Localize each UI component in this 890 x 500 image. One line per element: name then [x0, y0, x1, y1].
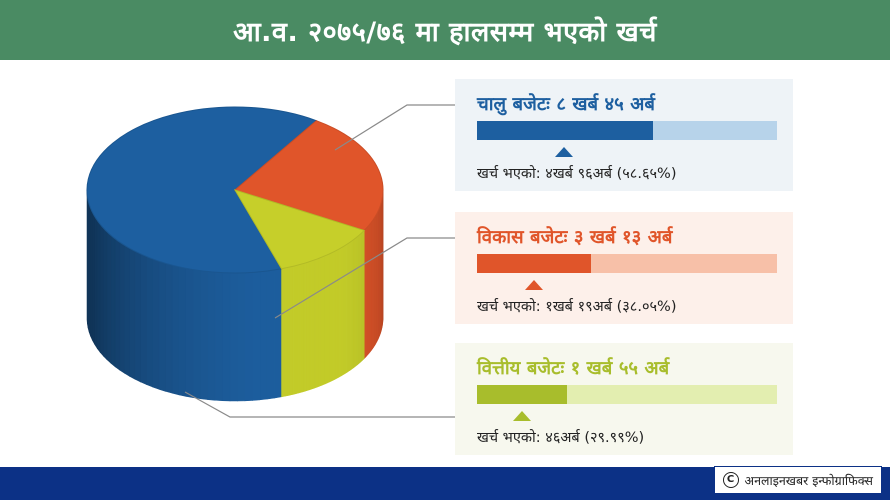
spending-bar-fill: [477, 254, 592, 273]
spending-bar: [477, 385, 777, 404]
slice-financial: [233, 189, 366, 270]
title-banner: आ.व. २०७५/७६ मा हालसम्म भएको खर्च: [0, 0, 890, 60]
leader-line: [274, 237, 455, 319]
page-title: आ.व. २०७५/७६ मा हालसम्म भएको खर्च: [233, 16, 657, 48]
spending-bar: [477, 121, 777, 140]
credit-text: अनलाइनखबर इन्फोग्राफिक्स: [744, 472, 873, 488]
spending-bar: [477, 254, 777, 273]
slice-current-side: [185, 267, 194, 398]
budget-panel-development: विकास बजेटः ३ खर्ब १३ अर्ब खर्च भएको: १खर…: [455, 212, 793, 324]
slice-current-side: [244, 272, 253, 402]
slice-current-side: [192, 269, 201, 400]
slice-current-side: [171, 264, 180, 396]
slice-current-side: [140, 253, 147, 386]
slice-current-side: [207, 271, 216, 401]
spending-bar-fill: [477, 385, 567, 404]
slice-current-side: [259, 270, 268, 401]
budget-panel-current: चालु बजेटः ८ खर्ब ४५ अर्ब खर्च भएको: ४खर्…: [455, 79, 793, 191]
slice-current-side: [92, 212, 95, 345]
leader-line: [184, 391, 455, 418]
spending-bar-fill: [477, 121, 653, 140]
slice-current-side: [214, 271, 223, 402]
budget-name: वित्तीय बजेटः १ खर्ब ५५ अर्ब: [477, 358, 670, 379]
slice-current-side: [252, 271, 261, 401]
slice-current-side: [119, 241, 125, 374]
budget-name: चालु बजेटः ८ खर्ब ४५ अर्ब: [477, 94, 655, 115]
budget-name: विकास बजेटः ३ खर्ब १३ अर्ब: [477, 227, 673, 248]
slice-current-side: [94, 215, 98, 350]
pointer-triangle-icon: [555, 147, 573, 157]
slice-financial-side: [281, 268, 284, 398]
slice-current-side: [178, 266, 187, 397]
leader-line: [334, 104, 455, 151]
slice-current-side: [229, 272, 238, 402]
slice-current-side: [266, 269, 275, 400]
slice-development: [233, 120, 384, 232]
pointer-triangle-icon: [525, 280, 543, 290]
slice-current-side: [200, 270, 209, 400]
slice-current-side: [110, 234, 116, 368]
slice-current-side: [129, 247, 136, 380]
copyright-icon: C: [722, 472, 739, 488]
slice-current-side: [237, 272, 246, 402]
spent-text: खर्च भएको: ४खर्ब ९६अर्ब (५८.६५%): [477, 166, 677, 182]
slice-current-side: [222, 272, 231, 402]
slice-current-side: [165, 262, 173, 394]
slice-current-side: [152, 258, 160, 390]
slice-current-side: [106, 230, 112, 364]
slice-current-side: [124, 244, 130, 377]
credit-badge: C अनलाइनखबर इन्फोग्राफिक्स: [713, 466, 882, 494]
slice-current-side: [274, 268, 282, 399]
spent-text: खर्च भएको: ४६अर्ब (२९.९९%): [477, 430, 645, 446]
slice-current-side: [134, 250, 141, 383]
slice-current-side: [103, 227, 108, 361]
slice-current-side: [158, 260, 166, 392]
spent-text: खर्च भएको: १खर्ब १९अर्ब (३८.०५%): [477, 299, 677, 315]
slice-current-side: [96, 219, 101, 354]
slice-current-side: [146, 256, 153, 388]
slice-current-side: [99, 223, 104, 357]
pointer-triangle-icon: [513, 411, 531, 421]
budget-panel-financial: वित्तीय बजेटः १ खर्ब ५५ अर्ब खर्च भएको: ४…: [455, 343, 793, 455]
slice-current-side: [114, 238, 121, 371]
